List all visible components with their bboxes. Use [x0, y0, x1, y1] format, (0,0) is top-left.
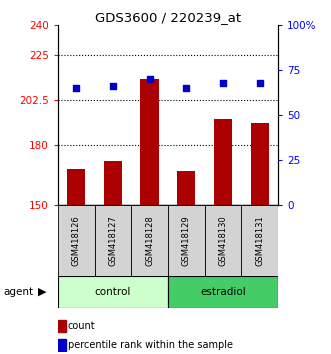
- Text: control: control: [95, 287, 131, 297]
- Text: GSM418126: GSM418126: [72, 215, 81, 266]
- Point: [257, 80, 262, 85]
- Point: [220, 80, 226, 85]
- Text: GSM418131: GSM418131: [255, 215, 264, 266]
- FancyBboxPatch shape: [205, 205, 241, 276]
- FancyBboxPatch shape: [241, 205, 278, 276]
- Text: agent: agent: [3, 287, 33, 297]
- FancyBboxPatch shape: [58, 276, 168, 308]
- Bar: [214, 119, 232, 205]
- FancyBboxPatch shape: [168, 205, 205, 276]
- Text: ▶: ▶: [38, 287, 47, 297]
- Point: [73, 85, 79, 91]
- Bar: [67, 169, 85, 205]
- Text: GSM418130: GSM418130: [218, 215, 227, 266]
- Text: GSM418129: GSM418129: [182, 215, 191, 266]
- Text: GSM418127: GSM418127: [109, 215, 118, 266]
- Text: estradiol: estradiol: [200, 287, 246, 297]
- Bar: [58, 320, 67, 332]
- FancyBboxPatch shape: [168, 276, 278, 308]
- Bar: [140, 79, 159, 205]
- Title: GDS3600 / 220239_at: GDS3600 / 220239_at: [95, 11, 241, 24]
- Point: [147, 76, 152, 82]
- Point: [184, 85, 189, 91]
- FancyBboxPatch shape: [131, 205, 168, 276]
- FancyBboxPatch shape: [95, 205, 131, 276]
- Point: [110, 83, 116, 89]
- Text: GSM418128: GSM418128: [145, 215, 154, 266]
- Bar: [104, 161, 122, 205]
- Text: count: count: [68, 321, 96, 331]
- Bar: [58, 339, 67, 350]
- FancyBboxPatch shape: [58, 205, 95, 276]
- Text: percentile rank within the sample: percentile rank within the sample: [68, 340, 233, 350]
- Bar: [251, 123, 269, 205]
- Bar: [177, 171, 196, 205]
